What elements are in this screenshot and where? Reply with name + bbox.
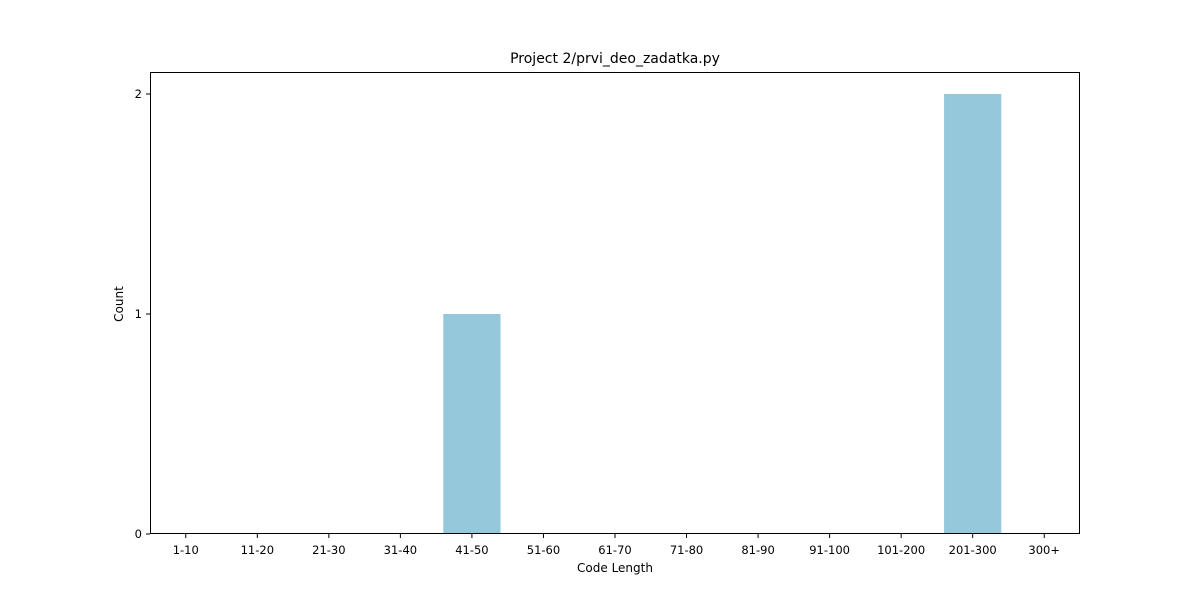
- x-tick-label: 11-20: [241, 543, 274, 557]
- chart-title: Project 2/prvi_deo_zadatka.py: [510, 51, 720, 67]
- x-tick-label: 41-50: [455, 543, 488, 557]
- y-tick-label: 1: [135, 307, 142, 321]
- x-tick-label: 51-60: [527, 543, 560, 557]
- y-axis-label: Count: [112, 286, 126, 322]
- y-tick-label: 0: [135, 527, 142, 541]
- x-tick-label: 91-100: [809, 543, 850, 557]
- x-axis-label: Code Length: [577, 561, 653, 575]
- bar-41-50: [443, 314, 501, 534]
- x-tick-label: 81-90: [741, 543, 774, 557]
- x-tick-label: 71-80: [670, 543, 703, 557]
- x-tick-label: 61-70: [598, 543, 631, 557]
- x-tick-label: 201-300: [949, 543, 997, 557]
- x-axis: 1-10 11-20 21-30 31-40 41-50 51-60 61-70 71-80 8…: [173, 534, 1060, 557]
- x-tick-label: 1-10: [173, 543, 199, 557]
- bars-group: [443, 94, 1002, 534]
- x-tick-label: 31-40: [384, 543, 417, 557]
- x-tick-label: 300+: [1028, 543, 1060, 557]
- plot-frame: [150, 72, 1080, 534]
- y-tick-label: 2: [135, 87, 142, 101]
- x-tick-label: 21-30: [312, 543, 345, 557]
- x-tick-label: 101-200: [877, 543, 925, 557]
- bar-201-300: [944, 94, 1002, 534]
- y-axis: 0 1 2: [135, 87, 150, 541]
